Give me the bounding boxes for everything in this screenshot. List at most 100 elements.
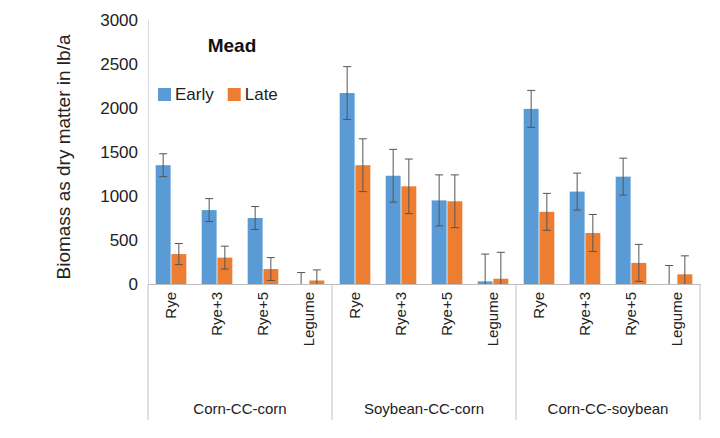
error-bar-cap — [527, 127, 535, 128]
error-bar — [159, 154, 167, 177]
x-tick-label: Rye+3 — [392, 292, 409, 336]
error-bar — [543, 193, 551, 230]
error-bar-stem — [500, 252, 501, 284]
error-bar-cap — [635, 244, 643, 245]
error-bar — [435, 175, 443, 226]
error-bar-stem — [485, 254, 486, 284]
error-bar-stem — [362, 139, 363, 192]
y-tick-label: 2500 — [100, 55, 138, 74]
error-bar — [267, 258, 275, 281]
error-bar-stem — [623, 158, 624, 195]
error-bar-cap — [589, 251, 597, 252]
error-bar — [619, 158, 627, 195]
error-bar — [389, 149, 397, 202]
x-axis: Rye Rye+3 Rye+5 Legume Rye Rye+3 Rye+5 Legume Ry… — [149, 284, 701, 346]
error-bar-stem — [669, 266, 670, 284]
group-label: Corn-CC-corn — [193, 400, 286, 417]
error-bar-cap — [405, 213, 413, 214]
error-bar-cap — [451, 174, 459, 175]
x-tick-label: Legume — [484, 292, 501, 346]
x-tick: Rye+5 — [254, 284, 271, 336]
y-tick: 2000 — [100, 99, 148, 118]
error-bar — [251, 207, 259, 230]
error-bar-stem — [408, 159, 409, 214]
error-bar — [451, 175, 459, 228]
x-tick-label: Rye+5 — [438, 292, 455, 336]
x-tick: Rye — [162, 284, 179, 319]
error-bar-cap — [481, 254, 489, 255]
error-bar — [665, 266, 673, 284]
error-bar — [481, 254, 489, 284]
x-tick-label: Rye+5 — [622, 292, 639, 336]
chart: 050010001500200025003000Biomass as dry m… — [0, 0, 720, 438]
error-bar-cap — [251, 229, 259, 230]
x-tick-label: Legume — [668, 292, 685, 346]
error-bar-cap — [267, 257, 275, 258]
error-bar-cap — [297, 272, 305, 273]
error-bar-stem — [454, 175, 455, 228]
x-tick: Rye+3 — [392, 284, 409, 336]
x-tick-label: Rye — [162, 292, 179, 319]
x-tick-label: Rye — [346, 292, 363, 319]
error-bars-1 — [175, 139, 689, 284]
error-bar-stem — [316, 270, 317, 284]
error-bar-cap — [589, 214, 597, 215]
x-tick: Rye+3 — [576, 284, 593, 336]
error-bar-cap — [175, 243, 183, 244]
error-bar-cap — [359, 191, 367, 192]
error-bar-cap — [435, 225, 443, 226]
error-bar — [221, 246, 229, 269]
error-bar-stem — [347, 67, 348, 120]
error-bar — [359, 139, 367, 192]
error-bar-stem — [255, 207, 256, 230]
error-bar-cap — [313, 269, 321, 270]
error-bar-cap — [435, 174, 443, 175]
bar — [340, 93, 355, 284]
error-bar-stem — [209, 199, 210, 222]
legend: Early Late — [158, 85, 278, 104]
y-tick-label: 3000 — [100, 11, 138, 30]
y-tick: 3000 — [100, 11, 148, 30]
y-tick: 2500 — [100, 55, 148, 74]
error-bar-stem — [546, 193, 547, 230]
error-bar-cap — [359, 138, 367, 139]
error-bar-cap — [159, 176, 167, 177]
bar — [156, 165, 171, 284]
error-bar-cap — [497, 252, 505, 253]
y-tick: 0 — [129, 275, 148, 294]
legend-label: Early — [175, 85, 214, 104]
error-bar-cap — [619, 195, 627, 196]
x-tick: Rye — [530, 284, 547, 319]
bar — [524, 109, 539, 284]
y-tick: 1000 — [100, 187, 148, 206]
group-separator — [700, 284, 701, 420]
error-bar — [497, 252, 505, 284]
error-bar-cap — [205, 221, 213, 222]
error-bar-cap — [267, 280, 275, 281]
x-tick-label: Legume — [300, 292, 317, 346]
error-bar — [573, 173, 581, 210]
legend-swatch — [228, 88, 241, 101]
error-bar — [343, 67, 351, 120]
error-bar-stem — [163, 154, 164, 177]
error-bar-cap — [619, 158, 627, 159]
x-tick: Legume — [484, 284, 501, 346]
error-bar-cap — [159, 153, 167, 154]
group-label: Soybean-CC-corn — [364, 400, 484, 417]
error-bar — [313, 270, 321, 284]
error-bar-cap — [681, 255, 689, 256]
legend-swatch — [158, 88, 171, 101]
title: Mead — [208, 35, 257, 56]
error-bar-stem — [178, 244, 179, 265]
legend-label: Late — [245, 85, 278, 104]
error-bars-0 — [159, 67, 673, 284]
error-bar-cap — [389, 149, 397, 150]
x-axis-line — [149, 284, 701, 285]
group-label: Corn-CC-soybean — [548, 400, 669, 417]
y-tick-label: 1000 — [100, 187, 138, 206]
x-tick-label: Rye+3 — [208, 292, 225, 336]
y-axis: 050010001500200025003000 — [100, 11, 148, 294]
error-bar-cap — [573, 173, 581, 174]
y-tick: 1500 — [100, 143, 148, 162]
error-bar-cap — [389, 202, 397, 203]
